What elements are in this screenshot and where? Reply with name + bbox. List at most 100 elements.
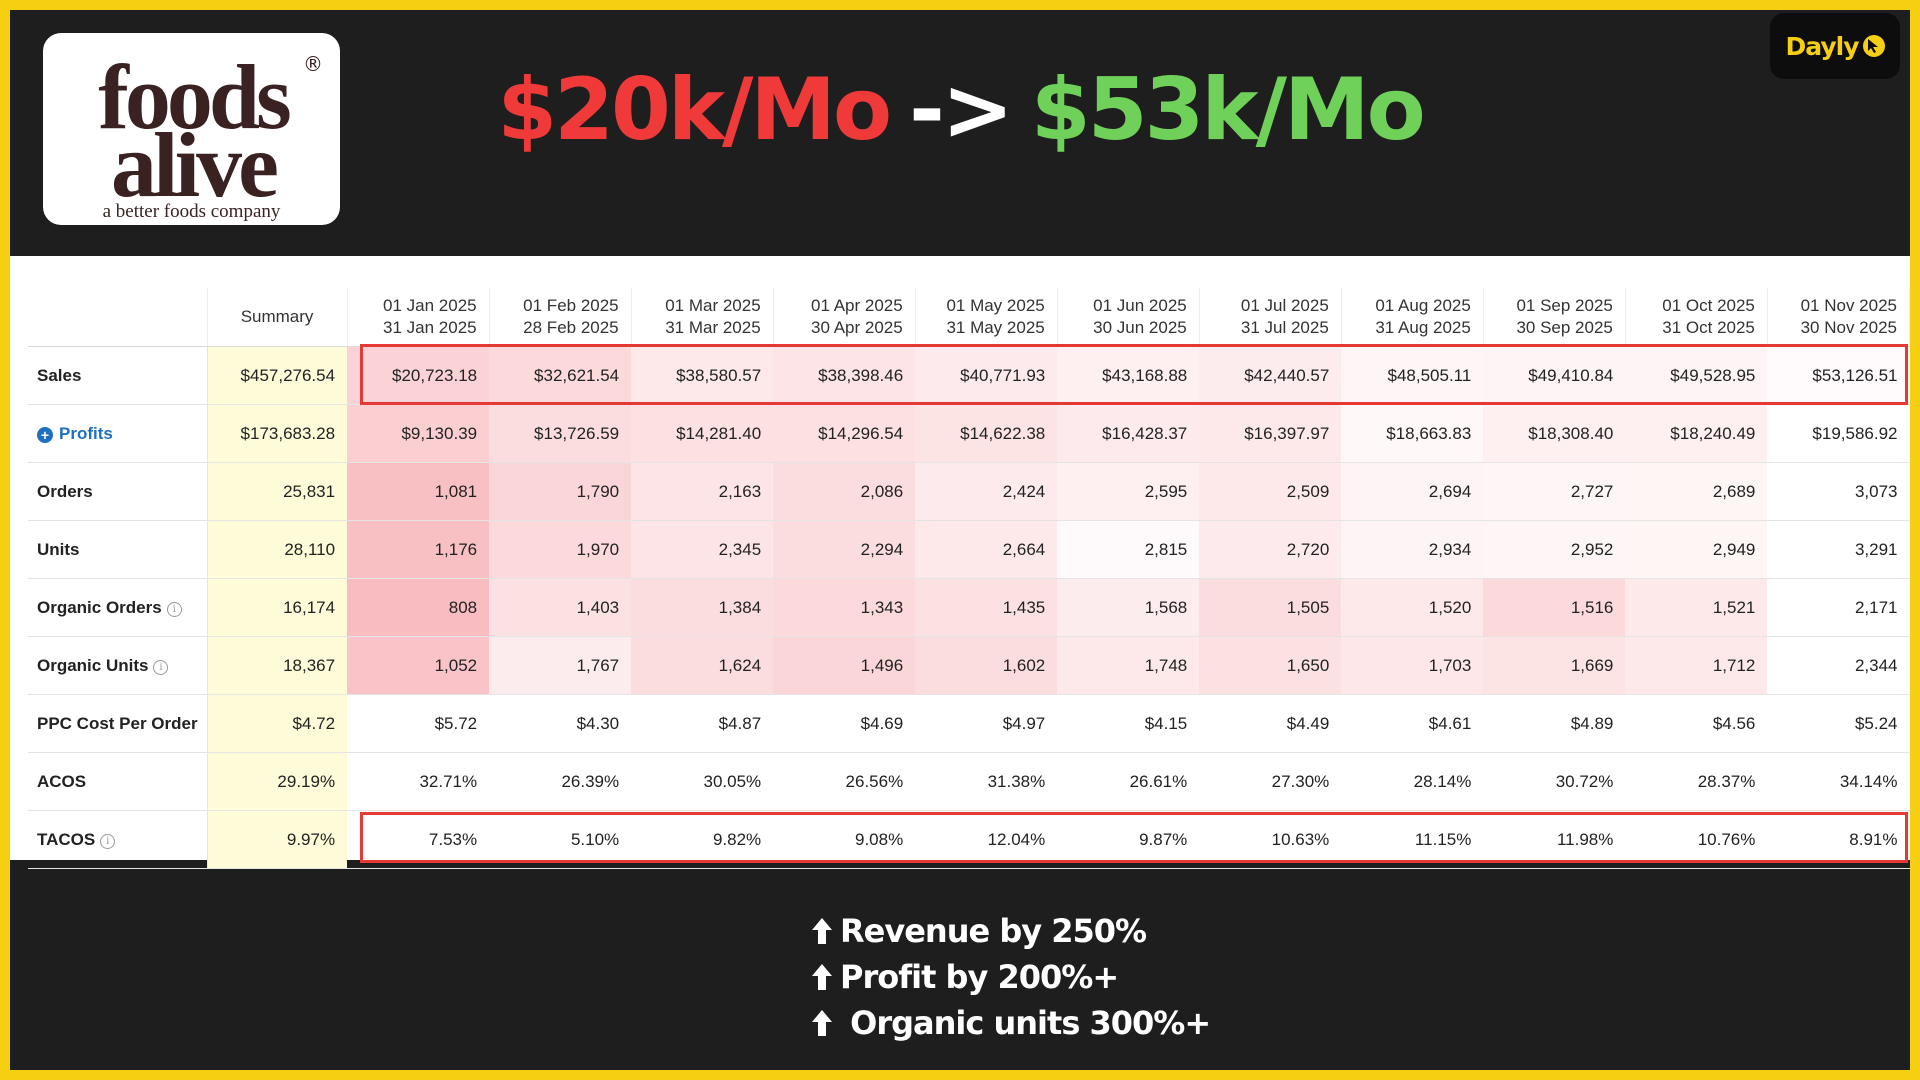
value-cell: $4.30 xyxy=(489,694,632,753)
summary-cell: 29.19% xyxy=(207,752,348,811)
value-cell: 8.91% xyxy=(1767,810,1910,869)
value-cell: $49,528.95 xyxy=(1625,346,1768,405)
value-cell: $38,580.57 xyxy=(631,346,774,405)
value-cell: 1,790 xyxy=(489,462,632,521)
metrics-table-panel: Summary 01 Jan 2025 31 Jan 2025 01 Feb 202… xyxy=(10,256,1910,869)
logo-wordmark: foods alive ® xyxy=(98,46,323,216)
summary-cell: 18,367 xyxy=(207,636,348,695)
value-cell: 9.82% xyxy=(631,810,774,869)
svg-text:®: ® xyxy=(303,52,323,76)
value-cell: 1,568 xyxy=(1057,578,1200,637)
table-row: Orders 25,831 1,081 1,790 2,163 2,086 2,424 2,5… xyxy=(28,462,1910,521)
cursor-icon xyxy=(1862,35,1885,57)
info-icon[interactable]: i xyxy=(166,601,182,617)
header-summary: Summary xyxy=(207,288,348,347)
value-cell: $20,723.18 xyxy=(347,346,490,405)
summary-cell: $4.72 xyxy=(207,694,348,753)
row-label-text: PPC Cost Per Order xyxy=(37,713,198,733)
value-cell: 1,624 xyxy=(631,636,774,695)
value-cell: $4.61 xyxy=(1341,694,1484,753)
header-period: 01 Feb 2025 28 Feb 2025 xyxy=(489,288,632,347)
result-bullets: Revenue by 250% Profit by 200%+ Organic u… xyxy=(810,908,1211,1046)
period-start: 01 Oct 2025 xyxy=(1662,296,1755,315)
value-cell: 2,424 xyxy=(915,462,1058,521)
value-cell: $14,622.38 xyxy=(915,404,1058,463)
value-cell: 32.71% xyxy=(347,752,490,811)
headline-to-value: $53k/Mo xyxy=(1030,60,1426,160)
header-period: 01 Mar 2025 31 Mar 2025 xyxy=(631,288,774,347)
row-label-text: Sales xyxy=(37,365,82,385)
value-cell: 7.53% xyxy=(347,810,490,869)
value-cell: 26.39% xyxy=(489,752,632,811)
value-cell: 26.61% xyxy=(1057,752,1200,811)
value-cell: 11.98% xyxy=(1483,810,1626,869)
table-body: Sales $457,276.54 $20,723.18 $32,621.54 $38,… xyxy=(28,346,1910,869)
value-cell: $19,586.92 xyxy=(1767,404,1910,463)
header-period: 01 May 2025 31 May 2025 xyxy=(915,288,1058,347)
table-row: Organic Units i 18,367 1,052 1,767 1,624 1,496… xyxy=(28,636,1910,695)
value-cell: 34.14% xyxy=(1767,752,1910,811)
value-cell: $14,296.54 xyxy=(773,404,916,463)
info-icon[interactable]: i xyxy=(153,659,169,675)
header-period: 01 Jan 2025 31 Jan 2025 xyxy=(347,288,490,347)
value-cell: 1,403 xyxy=(489,578,632,637)
value-cell: 2,344 xyxy=(1767,636,1910,695)
table-row: ACOS 29.19% 32.71% 26.39% 30.05% 26.56% 31.38%… xyxy=(28,752,1910,811)
arrow-up-icon xyxy=(812,918,832,944)
value-cell: 1,767 xyxy=(489,636,632,695)
period-start: 01 Mar 2025 xyxy=(665,296,761,315)
period-end: 31 Mar 2025 xyxy=(665,318,761,337)
table-row: Units 28,110 1,176 1,970 2,345 2,294 2,664 2,81… xyxy=(28,520,1910,579)
period-start: 01 Nov 2025 xyxy=(1800,296,1897,315)
value-cell: 1,384 xyxy=(631,578,774,637)
period-start: 01 Sep 2025 xyxy=(1516,296,1613,315)
row-label: Organic Orders i xyxy=(28,578,208,637)
row-label-text: Units xyxy=(37,539,80,559)
header-period: 01 Jul 2025 31 Jul 2025 xyxy=(1199,288,1342,347)
table-row: Sales $457,276.54 $20,723.18 $32,621.54 $38,… xyxy=(28,346,1910,405)
row-label-text: TACOS xyxy=(37,829,96,849)
value-cell: 11.15% xyxy=(1341,810,1484,869)
dayly-badge: Dayly xyxy=(1770,13,1900,79)
period-start: 01 Feb 2025 xyxy=(523,296,619,315)
period-start: 01 Jun 2025 xyxy=(1093,296,1187,315)
headline-arrow: -> xyxy=(909,60,1014,160)
row-label: Orders xyxy=(28,462,208,521)
value-cell: $9,130.39 xyxy=(347,404,490,463)
header-period: 01 Apr 2025 30 Apr 2025 xyxy=(773,288,916,347)
table-row: PPC Cost Per Order $4.72 $5.72 $4.30 $4.87 $4… xyxy=(28,694,1910,753)
row-label[interactable]: + Profits xyxy=(28,404,208,463)
value-cell: $48,505.11 xyxy=(1341,346,1484,405)
svg-text:foods: foods xyxy=(98,46,290,148)
period-start: 01 Aug 2025 xyxy=(1375,296,1471,315)
value-cell: 2,727 xyxy=(1483,462,1626,521)
value-cell: 31.38% xyxy=(915,752,1058,811)
value-cell: 10.76% xyxy=(1625,810,1768,869)
value-cell: 2,694 xyxy=(1341,462,1484,521)
value-cell: $4.89 xyxy=(1483,694,1626,753)
value-cell: 2,664 xyxy=(915,520,1058,579)
period-end: 31 Jul 2025 xyxy=(1240,318,1329,337)
period-end: 30 Jun 2025 xyxy=(1093,318,1187,337)
value-cell: $18,240.49 xyxy=(1625,404,1768,463)
value-cell: 5.10% xyxy=(489,810,632,869)
value-cell: $4.97 xyxy=(915,694,1058,753)
period-end: 28 Feb 2025 xyxy=(523,318,619,337)
value-cell: 1,343 xyxy=(773,578,916,637)
info-icon[interactable]: i xyxy=(100,833,116,849)
expand-plus-icon[interactable]: + xyxy=(37,426,53,443)
period-start: 01 May 2025 xyxy=(946,296,1045,315)
summary-cell: $173,683.28 xyxy=(207,404,348,463)
value-cell: $38,398.46 xyxy=(773,346,916,405)
result-bullet: Revenue by 250% xyxy=(810,908,1210,954)
header-corner xyxy=(28,288,208,347)
header-period: 01 Nov 2025 30 Nov 2025 xyxy=(1767,288,1910,347)
value-cell: $4.69 xyxy=(773,694,916,753)
value-cell: 1,650 xyxy=(1199,636,1342,695)
value-cell: 28.37% xyxy=(1625,752,1768,811)
period-start: 01 Jan 2025 xyxy=(383,296,477,315)
value-cell: 9.08% xyxy=(773,810,916,869)
value-cell: 1,712 xyxy=(1625,636,1768,695)
period-end: 30 Apr 2025 xyxy=(811,318,903,337)
value-cell: 1,748 xyxy=(1057,636,1200,695)
